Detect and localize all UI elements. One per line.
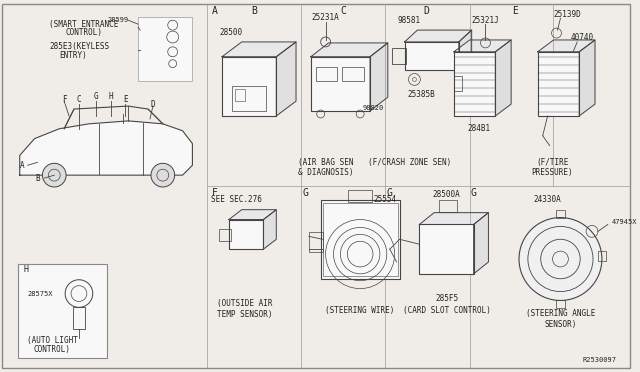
Text: 24330A: 24330A — [534, 195, 561, 204]
Bar — [232, 86, 266, 111]
Bar — [598, 251, 606, 261]
Bar — [404, 42, 459, 70]
Text: A: A — [19, 161, 24, 170]
Bar — [439, 200, 457, 212]
Text: 28500A: 28500A — [432, 190, 460, 199]
Text: H: H — [24, 265, 29, 275]
Bar — [342, 67, 364, 81]
Bar — [454, 77, 462, 91]
Polygon shape — [538, 40, 595, 52]
Text: C: C — [340, 6, 346, 16]
Bar — [18, 264, 107, 358]
Bar — [138, 17, 193, 81]
Bar — [419, 224, 474, 274]
Text: G: G — [470, 188, 477, 198]
Circle shape — [151, 163, 175, 187]
Bar — [316, 67, 337, 81]
Bar — [323, 203, 397, 276]
Text: (CARD SLOT CONTROL): (CARD SLOT CONTROL) — [403, 306, 491, 315]
Text: E: E — [512, 6, 518, 16]
Polygon shape — [20, 121, 193, 175]
Bar — [311, 57, 370, 111]
Text: G: G — [303, 188, 309, 198]
Text: 285F5: 285F5 — [435, 294, 458, 303]
Text: A: A — [212, 6, 218, 16]
Text: (OUTSIDE AIR: (OUTSIDE AIR — [217, 299, 273, 308]
Polygon shape — [222, 42, 296, 57]
Text: (STEERING WIRE): (STEERING WIRE) — [326, 306, 395, 315]
Text: 28599: 28599 — [107, 17, 128, 23]
Bar — [348, 190, 372, 202]
Text: 285E3(KEYLESS: 285E3(KEYLESS — [49, 42, 109, 51]
Text: CONTROL): CONTROL) — [65, 28, 102, 36]
Bar — [556, 210, 565, 218]
Text: TEMP SENSOR): TEMP SENSOR) — [217, 310, 273, 319]
Text: 25321J: 25321J — [472, 16, 499, 25]
Text: C: C — [77, 94, 81, 104]
Polygon shape — [276, 42, 296, 116]
Text: 25554: 25554 — [373, 195, 396, 204]
Polygon shape — [404, 30, 472, 42]
Text: 25385B: 25385B — [408, 90, 435, 99]
Bar — [556, 301, 565, 308]
Bar — [73, 307, 85, 329]
Polygon shape — [495, 40, 511, 116]
Bar — [538, 52, 579, 116]
Polygon shape — [474, 213, 488, 274]
Polygon shape — [459, 30, 472, 70]
Circle shape — [519, 218, 602, 301]
Text: G: G — [387, 188, 393, 198]
Text: F: F — [62, 94, 67, 104]
Text: CONTROL): CONTROL) — [34, 345, 71, 354]
Text: D: D — [150, 100, 156, 109]
Text: F: F — [212, 188, 218, 198]
Text: 47945X: 47945X — [612, 218, 637, 225]
Text: 28500: 28500 — [219, 28, 242, 36]
Circle shape — [42, 163, 66, 187]
Polygon shape — [370, 43, 388, 111]
Text: (AUTO LIGHT: (AUTO LIGHT — [27, 336, 77, 346]
Polygon shape — [419, 213, 488, 224]
Text: 98820: 98820 — [362, 105, 383, 111]
Bar — [219, 230, 231, 241]
Text: (STEERING ANGLE: (STEERING ANGLE — [526, 309, 595, 318]
Text: 284B1: 284B1 — [467, 124, 490, 133]
Text: & DIAGNOSIS): & DIAGNOSIS) — [298, 168, 353, 177]
Bar — [222, 57, 276, 116]
Text: E: E — [123, 94, 127, 104]
Text: D: D — [423, 6, 429, 16]
Text: 25139D: 25139D — [554, 10, 581, 19]
Text: 40740: 40740 — [571, 32, 594, 42]
Bar — [321, 200, 399, 279]
Text: SENSOR): SENSOR) — [544, 320, 577, 328]
Text: B: B — [35, 174, 40, 183]
Text: (F/TIRE: (F/TIRE — [536, 158, 569, 167]
Text: (SMART ENTRANCE: (SMART ENTRANCE — [49, 20, 118, 29]
Bar — [392, 48, 406, 64]
Polygon shape — [454, 40, 511, 52]
Text: 28575X: 28575X — [28, 291, 53, 296]
Bar — [454, 52, 495, 116]
Bar — [235, 89, 244, 101]
Bar — [309, 232, 323, 252]
Text: B: B — [252, 6, 257, 16]
Text: 98581: 98581 — [398, 16, 421, 25]
Text: H: H — [108, 92, 113, 101]
Text: 25231A: 25231A — [312, 13, 339, 22]
Polygon shape — [311, 43, 388, 57]
Text: (F/CRASH ZONE SEN): (F/CRASH ZONE SEN) — [368, 158, 451, 167]
Text: R2530097: R2530097 — [582, 357, 617, 363]
Text: (AIR BAG SEN: (AIR BAG SEN — [298, 158, 353, 167]
Polygon shape — [264, 210, 276, 249]
Polygon shape — [229, 210, 276, 219]
Text: G: G — [93, 92, 98, 101]
Bar — [229, 219, 264, 249]
Text: PRESSURE): PRESSURE) — [532, 168, 573, 177]
Polygon shape — [579, 40, 595, 116]
Text: SEE SEC.276: SEE SEC.276 — [211, 195, 262, 204]
Text: ENTRY): ENTRY) — [60, 51, 87, 60]
